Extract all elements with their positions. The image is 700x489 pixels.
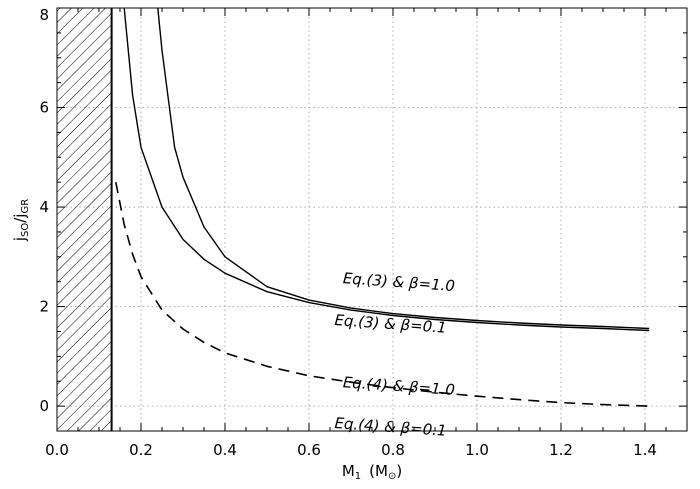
x-tick-label: 1.2 <box>549 441 573 459</box>
y-tick-label: 8 <box>39 6 49 24</box>
excluded-region-hatch <box>57 8 112 431</box>
x-tick-label: 0.2 <box>129 441 153 459</box>
y-tick-label: 6 <box>39 99 49 117</box>
x-tick-label: 0.8 <box>381 441 405 459</box>
series-line-1 <box>123 8 650 332</box>
series-line-3 <box>115 182 650 407</box>
annotation-3: Eq.(4) & β=1.0 <box>342 373 455 399</box>
y-tick-label: 4 <box>39 198 49 216</box>
series-line-2 <box>157 8 650 330</box>
y-axis-title: jSO/jGR <box>11 199 31 242</box>
y-tick-label: 0 <box>39 397 49 415</box>
ticks: 0.0 0.2 0.4 0.6 0.8 1.0 1.2 1.4 0 2 4 6 8 <box>39 6 687 459</box>
x-tick-label: 1.4 <box>633 441 657 459</box>
series-group <box>115 8 650 407</box>
x-tick-label: 0.4 <box>213 441 237 459</box>
y-tick-label: 2 <box>39 298 49 316</box>
x-tick-label: 1.0 <box>465 441 489 459</box>
x-tick-label: 0.6 <box>297 441 321 459</box>
annotations: Eq.(3) & β=1.0 Eq.(3) & β=0.1 Eq.(4) & β=1… <box>334 269 456 440</box>
annotation-1: Eq.(3) & β=1.0 <box>342 269 455 295</box>
x-axis-title: M1 (M⊙) <box>342 462 402 482</box>
annotation-2: Eq.(3) & β=0.1 <box>334 311 447 337</box>
plot-frame <box>56 7 688 432</box>
annotation-4: Eq.(4) & β=0.1 <box>334 414 447 440</box>
grid <box>57 8 687 431</box>
x-tick-label: 0.0 <box>45 441 69 459</box>
